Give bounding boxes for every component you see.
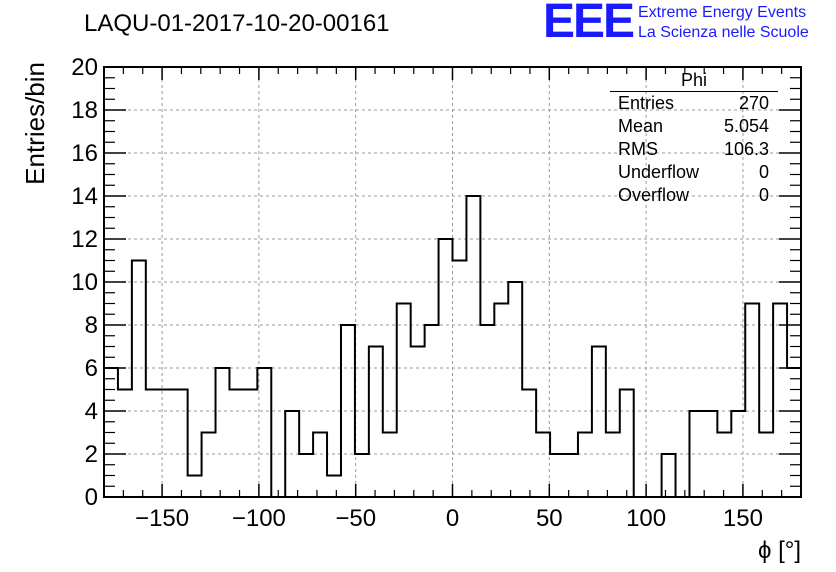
x-tick-labels: −150 −100 −50 0 50 100 150	[135, 505, 763, 532]
stats-row-mean: Mean 5.054	[610, 115, 778, 138]
y-tick-label: 20	[71, 54, 98, 81]
y-tick-label: 6	[85, 355, 98, 382]
brand-line-1: Extreme Energy Events	[638, 4, 807, 21]
x-tick-label: 150	[723, 505, 763, 532]
stats-value: 0	[758, 185, 769, 205]
plot-frame	[103, 66, 802, 498]
stats-box: Phi Entries 270 Mean 5.054 RMS 106.3 Und…	[610, 69, 778, 207]
stats-row-rms: RMS 106.3	[610, 138, 778, 161]
y-tick-labels: 0 2 4 6 8 10 12 14 16 18 20	[71, 54, 98, 511]
x-tick-label: −100	[232, 505, 286, 532]
y-tick-label: 14	[71, 183, 98, 210]
stats-value: 0	[758, 162, 769, 182]
y-tick-label: 8	[85, 312, 98, 339]
stats-value: 5.054	[723, 116, 769, 136]
stats-row-underflow: Underflow 0	[610, 161, 778, 184]
stats-label: Overflow	[618, 185, 690, 205]
brand-line-2: La Scienza nelle Scuole	[638, 24, 809, 41]
x-tick-label: −50	[335, 505, 376, 532]
y-tick-label: 10	[71, 269, 98, 296]
stats-value: 270	[738, 93, 769, 113]
run-title: LAQU-01-2017-10-20-00161	[84, 10, 390, 37]
stats-title: Phi	[610, 69, 778, 92]
y-tick-label: 16	[71, 140, 98, 167]
y-tick-label: 18	[71, 97, 98, 124]
x-tick-label: 100	[626, 505, 666, 532]
x-tick-label: −150	[135, 505, 189, 532]
eee-logo: EEE	[543, 0, 635, 48]
x-tick-label: 50	[536, 505, 563, 532]
stats-label: Entries	[618, 93, 675, 113]
x-tick-label: 0	[446, 505, 459, 532]
y-axis-label: Entries/bin	[20, 62, 50, 185]
y-tick-label: 12	[71, 226, 98, 253]
stats-label: RMS	[618, 139, 658, 159]
y-tick-label: 0	[85, 484, 98, 511]
stats-row-entries: Entries 270	[610, 92, 778, 115]
y-tick-label: 4	[85, 398, 98, 425]
stats-row-overflow: Overflow 0	[610, 184, 778, 207]
x-axis-label: ϕ [°]	[758, 537, 801, 564]
stats-value: 106.3	[723, 139, 769, 159]
stats-label: Mean	[618, 116, 664, 136]
stats-label: Underflow	[618, 162, 700, 182]
grid-lines	[104, 67, 801, 497]
y-tick-label: 2	[85, 441, 98, 468]
